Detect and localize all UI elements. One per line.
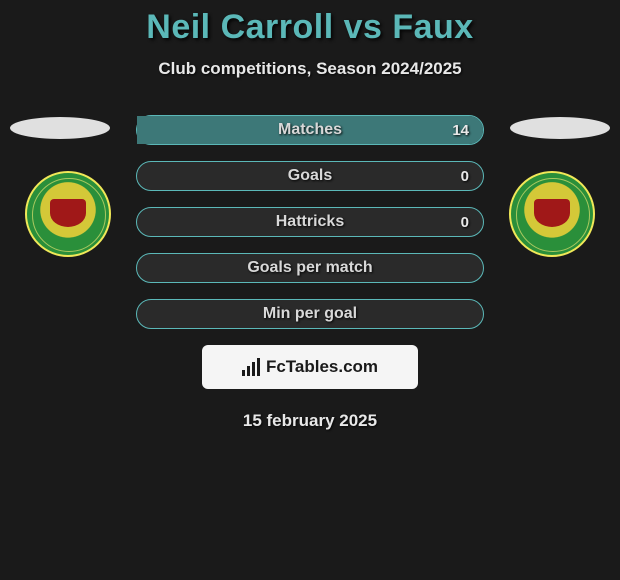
stat-label: Matches xyxy=(278,121,342,139)
club-badge-right xyxy=(509,171,595,257)
stat-bars: Matches 14 Goals 0 Hattricks 0 Goals per… xyxy=(136,115,484,329)
brand-badge[interactable]: FcTables.com xyxy=(202,345,418,389)
stats-area: Matches 14 Goals 0 Hattricks 0 Goals per… xyxy=(0,115,620,431)
stat-row-min-per-goal: Min per goal xyxy=(136,299,484,329)
stat-value: 14 xyxy=(452,122,469,139)
player-marker-left xyxy=(10,117,110,139)
stat-label: Goals xyxy=(288,167,332,185)
brand-text: FcTables.com xyxy=(266,357,378,377)
stat-row-matches: Matches 14 xyxy=(136,115,484,145)
stat-row-hattricks: Hattricks 0 xyxy=(136,207,484,237)
bar-chart-icon xyxy=(242,358,260,376)
stat-value: 0 xyxy=(461,214,469,231)
page-title: Neil Carroll vs Faux xyxy=(0,8,620,47)
stat-label: Goals per match xyxy=(247,259,372,277)
subtitle: Club competitions, Season 2024/2025 xyxy=(0,59,620,79)
stat-row-goals-per-match: Goals per match xyxy=(136,253,484,283)
club-badge-left xyxy=(25,171,111,257)
stat-row-goals: Goals 0 xyxy=(136,161,484,191)
player-marker-right xyxy=(510,117,610,139)
stat-label: Min per goal xyxy=(263,305,357,323)
stat-label: Hattricks xyxy=(276,213,344,231)
stat-value: 0 xyxy=(461,168,469,185)
footer-date: 15 february 2025 xyxy=(0,411,620,431)
